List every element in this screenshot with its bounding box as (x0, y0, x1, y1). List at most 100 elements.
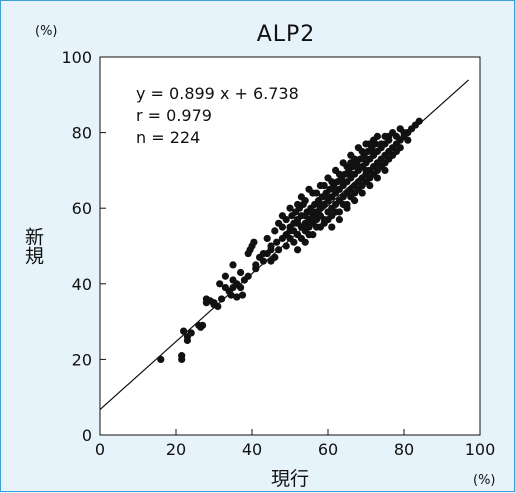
data-point (366, 174, 374, 182)
data-point (316, 223, 324, 231)
y-tick-label: 40 (72, 275, 92, 294)
data-point (216, 280, 224, 288)
data-point (404, 136, 412, 144)
data-point (187, 329, 195, 337)
data-point (305, 185, 313, 193)
data-point (278, 212, 286, 220)
data-point (290, 238, 298, 246)
data-point (324, 215, 332, 224)
data-point (178, 355, 186, 363)
data-point (377, 140, 385, 148)
data-point (218, 295, 226, 303)
data-point (227, 291, 235, 299)
data-point (320, 181, 328, 190)
data-point (366, 140, 374, 148)
data-point (332, 208, 340, 216)
data-point (316, 200, 324, 209)
data-point (210, 299, 218, 307)
regression-equation: y = 0.899 x + 6.738 (136, 84, 299, 103)
data-point (347, 159, 355, 167)
data-point (396, 144, 404, 152)
data-point (237, 283, 245, 292)
data-point (362, 155, 370, 163)
data-point (202, 295, 210, 303)
data-point (238, 291, 247, 299)
data-points (157, 117, 423, 363)
y-tick-label: 0 (82, 426, 92, 445)
axis-ticks: 0 20 40 60 80 100 0 20 40 60 80 100 (61, 48, 495, 459)
data-point (286, 227, 294, 235)
data-point (335, 215, 343, 224)
x-axis-title: 現行 (271, 468, 309, 490)
data-point (373, 166, 381, 174)
data-point (286, 204, 294, 212)
data-point (199, 321, 207, 329)
data-point (282, 242, 290, 250)
data-point (362, 166, 370, 174)
data-point (250, 238, 258, 246)
data-point (328, 178, 336, 186)
data-point (259, 257, 267, 265)
data-point (244, 272, 252, 280)
data-point (328, 223, 336, 231)
data-point (389, 129, 397, 137)
data-point (267, 257, 275, 265)
data-point (309, 208, 317, 216)
data-point (221, 283, 229, 292)
data-point (263, 234, 271, 243)
data-point (233, 293, 241, 301)
y-tick-label: 20 (72, 350, 92, 369)
data-point (273, 238, 281, 246)
y-tick-label: 60 (72, 199, 92, 218)
y-axis-title: 新規 (22, 227, 44, 265)
x-unit-label: (%) (473, 473, 496, 488)
data-point (335, 170, 343, 178)
data-point (339, 178, 347, 186)
y-tick-label: 80 (72, 124, 92, 143)
data-point (294, 200, 302, 209)
data-point (370, 147, 378, 156)
data-point (297, 193, 305, 201)
data-point (271, 227, 279, 235)
data-point (294, 246, 302, 254)
data-point (309, 231, 317, 239)
data-point (358, 181, 366, 190)
data-point (351, 189, 359, 197)
x-tick-label: 80 (394, 440, 414, 459)
data-point (252, 261, 260, 269)
data-point (275, 219, 283, 227)
data-point (157, 355, 165, 363)
sample-count: n = 224 (136, 128, 200, 147)
correlation-coefficient: r = 0.979 (136, 106, 212, 125)
x-tick-label: 100 (465, 440, 496, 459)
data-point (180, 327, 188, 335)
data-point (358, 147, 366, 156)
data-point (313, 189, 321, 197)
data-point (324, 193, 332, 201)
x-tick-label: 20 (166, 440, 186, 459)
data-point (301, 212, 309, 220)
data-point (267, 242, 275, 250)
data-point (347, 170, 355, 178)
y-tick-label: 100 (61, 48, 92, 67)
data-point (294, 219, 302, 227)
data-point (381, 132, 389, 140)
data-point (389, 151, 397, 159)
data-point (229, 276, 237, 284)
x-tick-label: 0 (95, 440, 105, 459)
chart-title: ALP2 (257, 22, 316, 47)
data-point (354, 163, 362, 171)
data-point (275, 246, 283, 254)
data-point (343, 204, 351, 212)
data-point (396, 125, 404, 133)
data-point (221, 272, 229, 280)
data-point (301, 238, 309, 246)
data-point (259, 249, 267, 258)
data-point (381, 159, 389, 167)
x-tick-label: 60 (318, 440, 338, 459)
data-point (229, 261, 237, 269)
x-tick-label: 40 (242, 440, 262, 459)
data-point (415, 117, 423, 125)
